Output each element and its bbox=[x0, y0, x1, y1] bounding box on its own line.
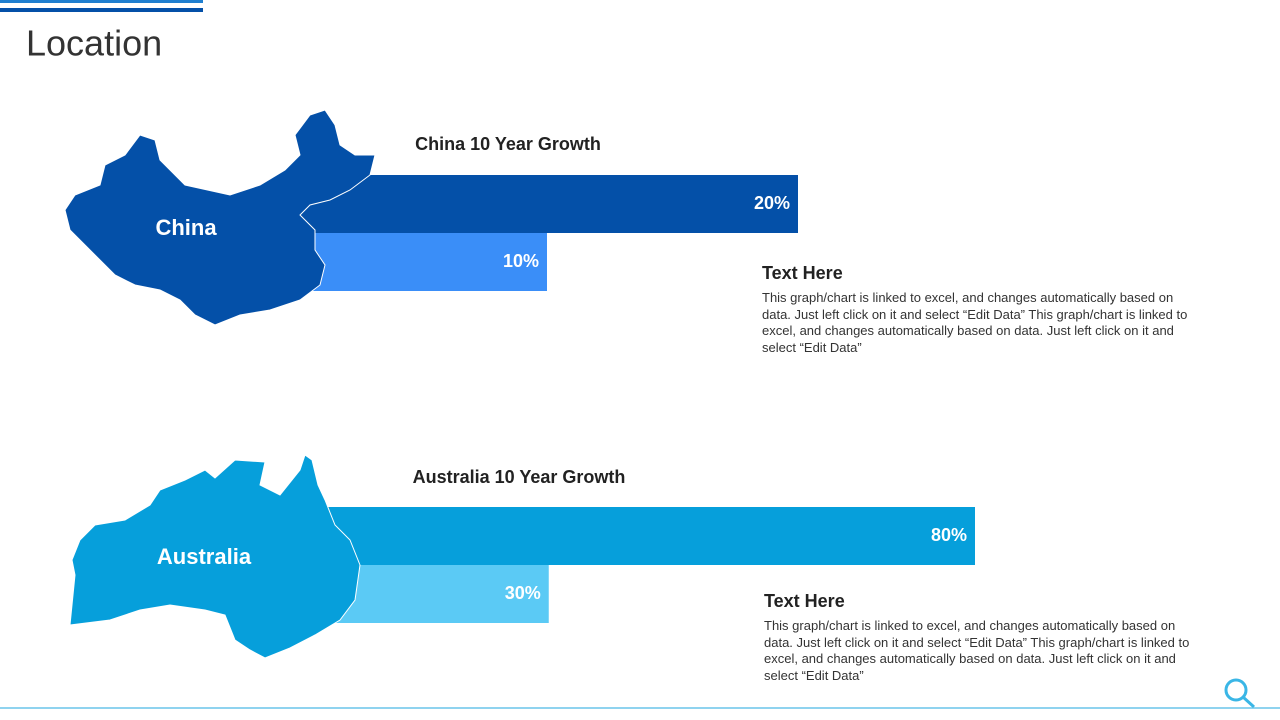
value-label: 30% bbox=[505, 583, 541, 603]
value-label: 80% bbox=[931, 525, 967, 545]
note-body: This graph/chart is linked to excel, and… bbox=[762, 290, 1188, 355]
note: Text Here This graph/chart is linked to … bbox=[764, 591, 1196, 684]
value-label: 10% bbox=[503, 251, 539, 271]
map-label: Australia bbox=[157, 544, 252, 569]
search-icon bbox=[1224, 678, 1256, 709]
map bbox=[69, 454, 361, 659]
note-body: This graph/chart is linked to excel, and… bbox=[764, 618, 1190, 683]
note-heading: Text Here bbox=[762, 263, 843, 283]
charts: China 10 Year Growth 20% 10% China Australia… bbox=[64, 109, 975, 659]
bar bbox=[296, 175, 798, 233]
chart-title: China 10 Year Growth bbox=[415, 134, 601, 154]
note: Text Here This graph/chart is linked to … bbox=[762, 263, 1194, 356]
top-accent bbox=[0, 0, 203, 3]
map-label: China bbox=[155, 215, 217, 240]
top-accent bbox=[0, 8, 203, 12]
bar bbox=[293, 507, 975, 565]
bar bbox=[296, 233, 547, 291]
note-heading: Text Here bbox=[764, 591, 845, 611]
slide-title: Location bbox=[26, 23, 162, 64]
value-label: 20% bbox=[754, 193, 790, 213]
chart-title: Australia 10 Year Growth bbox=[413, 467, 626, 487]
map bbox=[64, 109, 376, 326]
